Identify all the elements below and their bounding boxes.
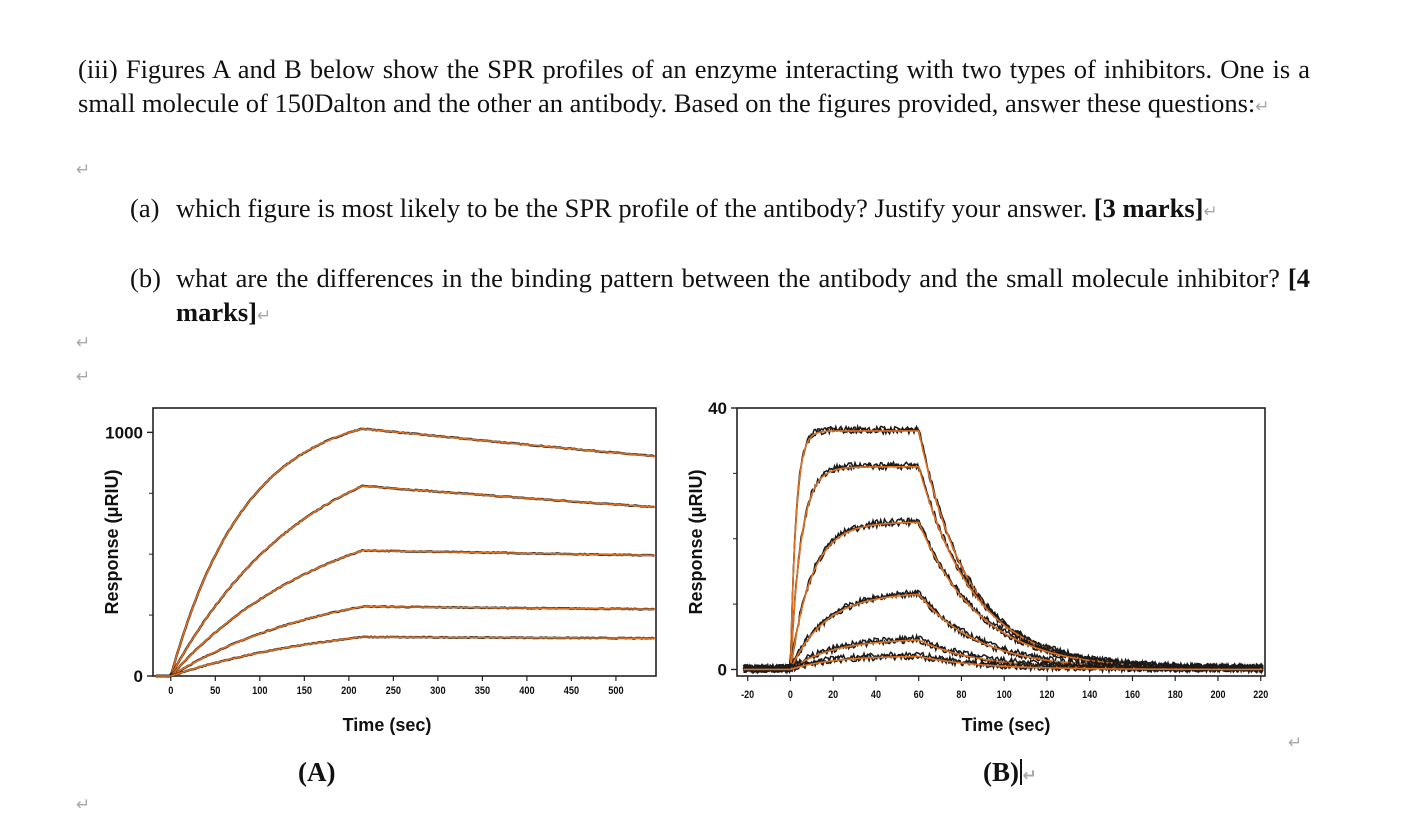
paragraph-mark-icon: ↵ (76, 160, 91, 180)
fit-curve (170, 605, 656, 677)
data-trace (742, 650, 1264, 673)
paragraph-mark-icon: ↵ (76, 367, 91, 387)
paragraph-mark-icon: ↵ (256, 306, 272, 326)
x-tick-label: 200 (1210, 689, 1225, 701)
data-trace (743, 426, 1264, 675)
x-tick-label: 180 (1168, 689, 1183, 701)
paragraph-mark-icon: ↵ (1255, 97, 1270, 117)
plot-frame (152, 407, 657, 677)
x-tick-label: 220 (1253, 689, 1268, 701)
x-tick-label: 200 (341, 685, 357, 697)
y-tick-label: 40 (708, 399, 727, 418)
x-tick-label: 120 (1039, 689, 1054, 701)
question-part-b: (b) what are the differences in the bind… (130, 261, 1310, 333)
x-tick-label: 500 (608, 685, 624, 697)
part-text: what are the differences in the binding … (176, 263, 1280, 293)
paragraph-mark-icon: ↵ (1203, 202, 1218, 222)
x-axis-label: Time (sec) (343, 715, 432, 735)
data-trace (743, 589, 1264, 673)
data-trace (742, 633, 1264, 672)
x-tick-label: 40 (871, 689, 881, 701)
chart-a: 0 1000 0 50 100 150 200 250 300 350 400 450 500 Time … (102, 407, 657, 735)
question-intro: (iii) Figures A and B below show the SPR… (78, 52, 1310, 124)
x-tick-label: 0 (168, 685, 173, 697)
question-part-a: (a) which figure is most likely to be th… (130, 191, 1310, 229)
text-cursor (1020, 759, 1022, 785)
fit-curve (170, 485, 656, 677)
y-axis-label: Response (μRIU) (102, 469, 122, 614)
x-tick-label: 140 (1082, 689, 1097, 701)
x-tick-label: 80 (956, 689, 966, 701)
marks-label: [4 marks] (176, 263, 1310, 327)
y-tick-label: 0 (718, 660, 727, 679)
x-tick-label: 450 (564, 685, 580, 697)
x-tick-label: 0 (788, 689, 793, 701)
x-tick-label: 20 (828, 689, 838, 701)
x-tick-label: 50 (210, 685, 221, 697)
figure-caption-a: (A) (298, 757, 335, 788)
x-tick-label: 100 (997, 689, 1012, 701)
y-tick-label: 0 (134, 667, 143, 686)
data-trace (742, 461, 1264, 675)
paragraph-mark-icon: ↵ (1288, 733, 1303, 753)
part-label: (a) (130, 193, 160, 223)
fit-curve (789, 521, 1263, 670)
plot-frame (736, 407, 1266, 677)
fit-curve (790, 655, 1263, 671)
data-trace (155, 605, 655, 678)
caption-text: (A) (298, 757, 336, 787)
paragraph-mark-icon: ↵ (76, 795, 91, 815)
data-trace (742, 460, 1264, 674)
chart-b: 0 40 -20 0 20 40 60 80 100 120 140 160 180 200 220 Time… (686, 399, 1269, 735)
data-trace (155, 635, 655, 678)
data-trace (155, 484, 655, 678)
x-tick-label: 60 (914, 689, 924, 701)
fit-curve (170, 427, 656, 677)
x-tick-label: 100 (252, 685, 268, 697)
x-axis-label: Time (sec) (962, 715, 1051, 735)
marks-label: [3 marks] (1093, 193, 1204, 223)
x-tick-label: -20 (741, 689, 754, 701)
part-text: which figure is most likely to be the SP… (176, 193, 1088, 223)
data-trace (155, 548, 655, 678)
caption-text: (B) (983, 757, 1019, 787)
x-tick-label: 350 (475, 685, 491, 697)
figure-caption-b: (B) ↵ (983, 757, 1037, 788)
paragraph-mark-icon: ↵ (76, 333, 91, 353)
part-label: (b) (130, 263, 161, 293)
x-tick-label: 250 (386, 685, 402, 697)
y-axis-label: Response (μRIU) (686, 469, 706, 614)
x-tick-label: 300 (430, 685, 446, 697)
x-tick-label: 400 (519, 685, 535, 697)
x-tick-label: 150 (297, 685, 313, 697)
paragraph-mark-icon: ↵ (1022, 766, 1037, 786)
intro-text: (iii) Figures A and B below show the SPR… (78, 54, 1310, 118)
x-tick-label: 160 (1125, 689, 1140, 701)
y-tick-label: 1000 (105, 423, 143, 442)
fit-curve (170, 549, 656, 677)
fit-curve (170, 636, 656, 677)
